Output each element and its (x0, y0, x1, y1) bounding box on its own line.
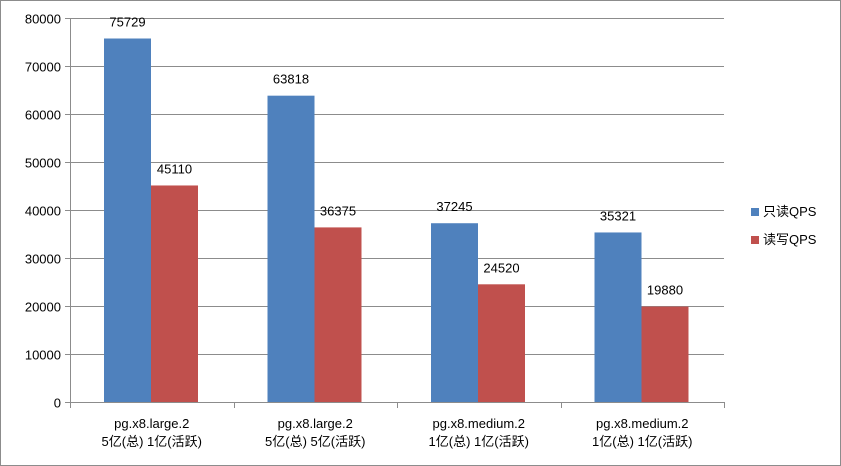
bar-readwrite-3 (478, 284, 525, 402)
y-tick-label: 80000 (25, 12, 61, 27)
y-tick-label: 50000 (25, 156, 61, 171)
bars (104, 38, 689, 403)
data-label: 37245 (436, 199, 472, 214)
x-axis-categories: pg.x8.large.2 5亿(总) 1亿(活跃) pg.x8.large.2 5亿… (102, 416, 693, 449)
data-labels: 75729 45110 63818 36375 37245 24520 35321 19880 (109, 15, 683, 298)
x-category-label: pg.x8.medium.2 (596, 416, 689, 431)
x-category-label: 5亿(总) 5亿(活跃) (265, 434, 365, 449)
axes (70, 18, 725, 408)
y-tick-label: 60000 (25, 108, 61, 123)
x-category-label: 1亿(总) 1亿(活跃) (592, 434, 692, 449)
legend-swatch (751, 236, 759, 244)
x-category-label: 5亿(总) 1亿(活跃) (102, 434, 202, 449)
bar-readonly-3 (431, 223, 478, 402)
y-tick-label: 30000 (25, 252, 61, 267)
bar-readwrite-1 (151, 185, 198, 402)
y-tick-label: 10000 (25, 348, 61, 363)
bar-readwrite-2 (314, 227, 362, 402)
legend-swatch (751, 208, 759, 216)
data-label: 19880 (647, 283, 683, 298)
data-label: 35321 (600, 208, 636, 223)
legend: 只读QPS 读写QPS (751, 204, 817, 247)
bar-readonly-1 (104, 38, 151, 403)
y-tick-label: 70000 (25, 60, 61, 75)
legend-label: 读写QPS (763, 232, 817, 247)
x-category-label: pg.x8.large.2 (114, 416, 189, 431)
y-tick-label: 0 (54, 396, 61, 411)
x-category-label: pg.x8.large.2 (278, 416, 353, 431)
bar-readonly-4 (594, 232, 642, 402)
data-label: 24520 (483, 260, 519, 275)
x-category-label: 1亿(总) 1亿(活跃) (429, 434, 529, 449)
bar-readwrite-4 (641, 306, 689, 402)
x-category-label: pg.x8.medium.2 (433, 416, 526, 431)
data-label: 36375 (320, 203, 356, 218)
y-tick-label: 40000 (25, 204, 61, 219)
y-axis-ticks: 0 10000 20000 30000 40000 50000 60000 70000 8000… (25, 12, 70, 411)
data-label: 45110 (157, 161, 192, 176)
data-label: 63818 (273, 72, 309, 87)
bar-readonly-2 (267, 95, 315, 403)
y-tick-label: 20000 (25, 300, 61, 315)
data-label: 75729 (109, 15, 145, 30)
legend-label: 只读QPS (763, 204, 817, 219)
